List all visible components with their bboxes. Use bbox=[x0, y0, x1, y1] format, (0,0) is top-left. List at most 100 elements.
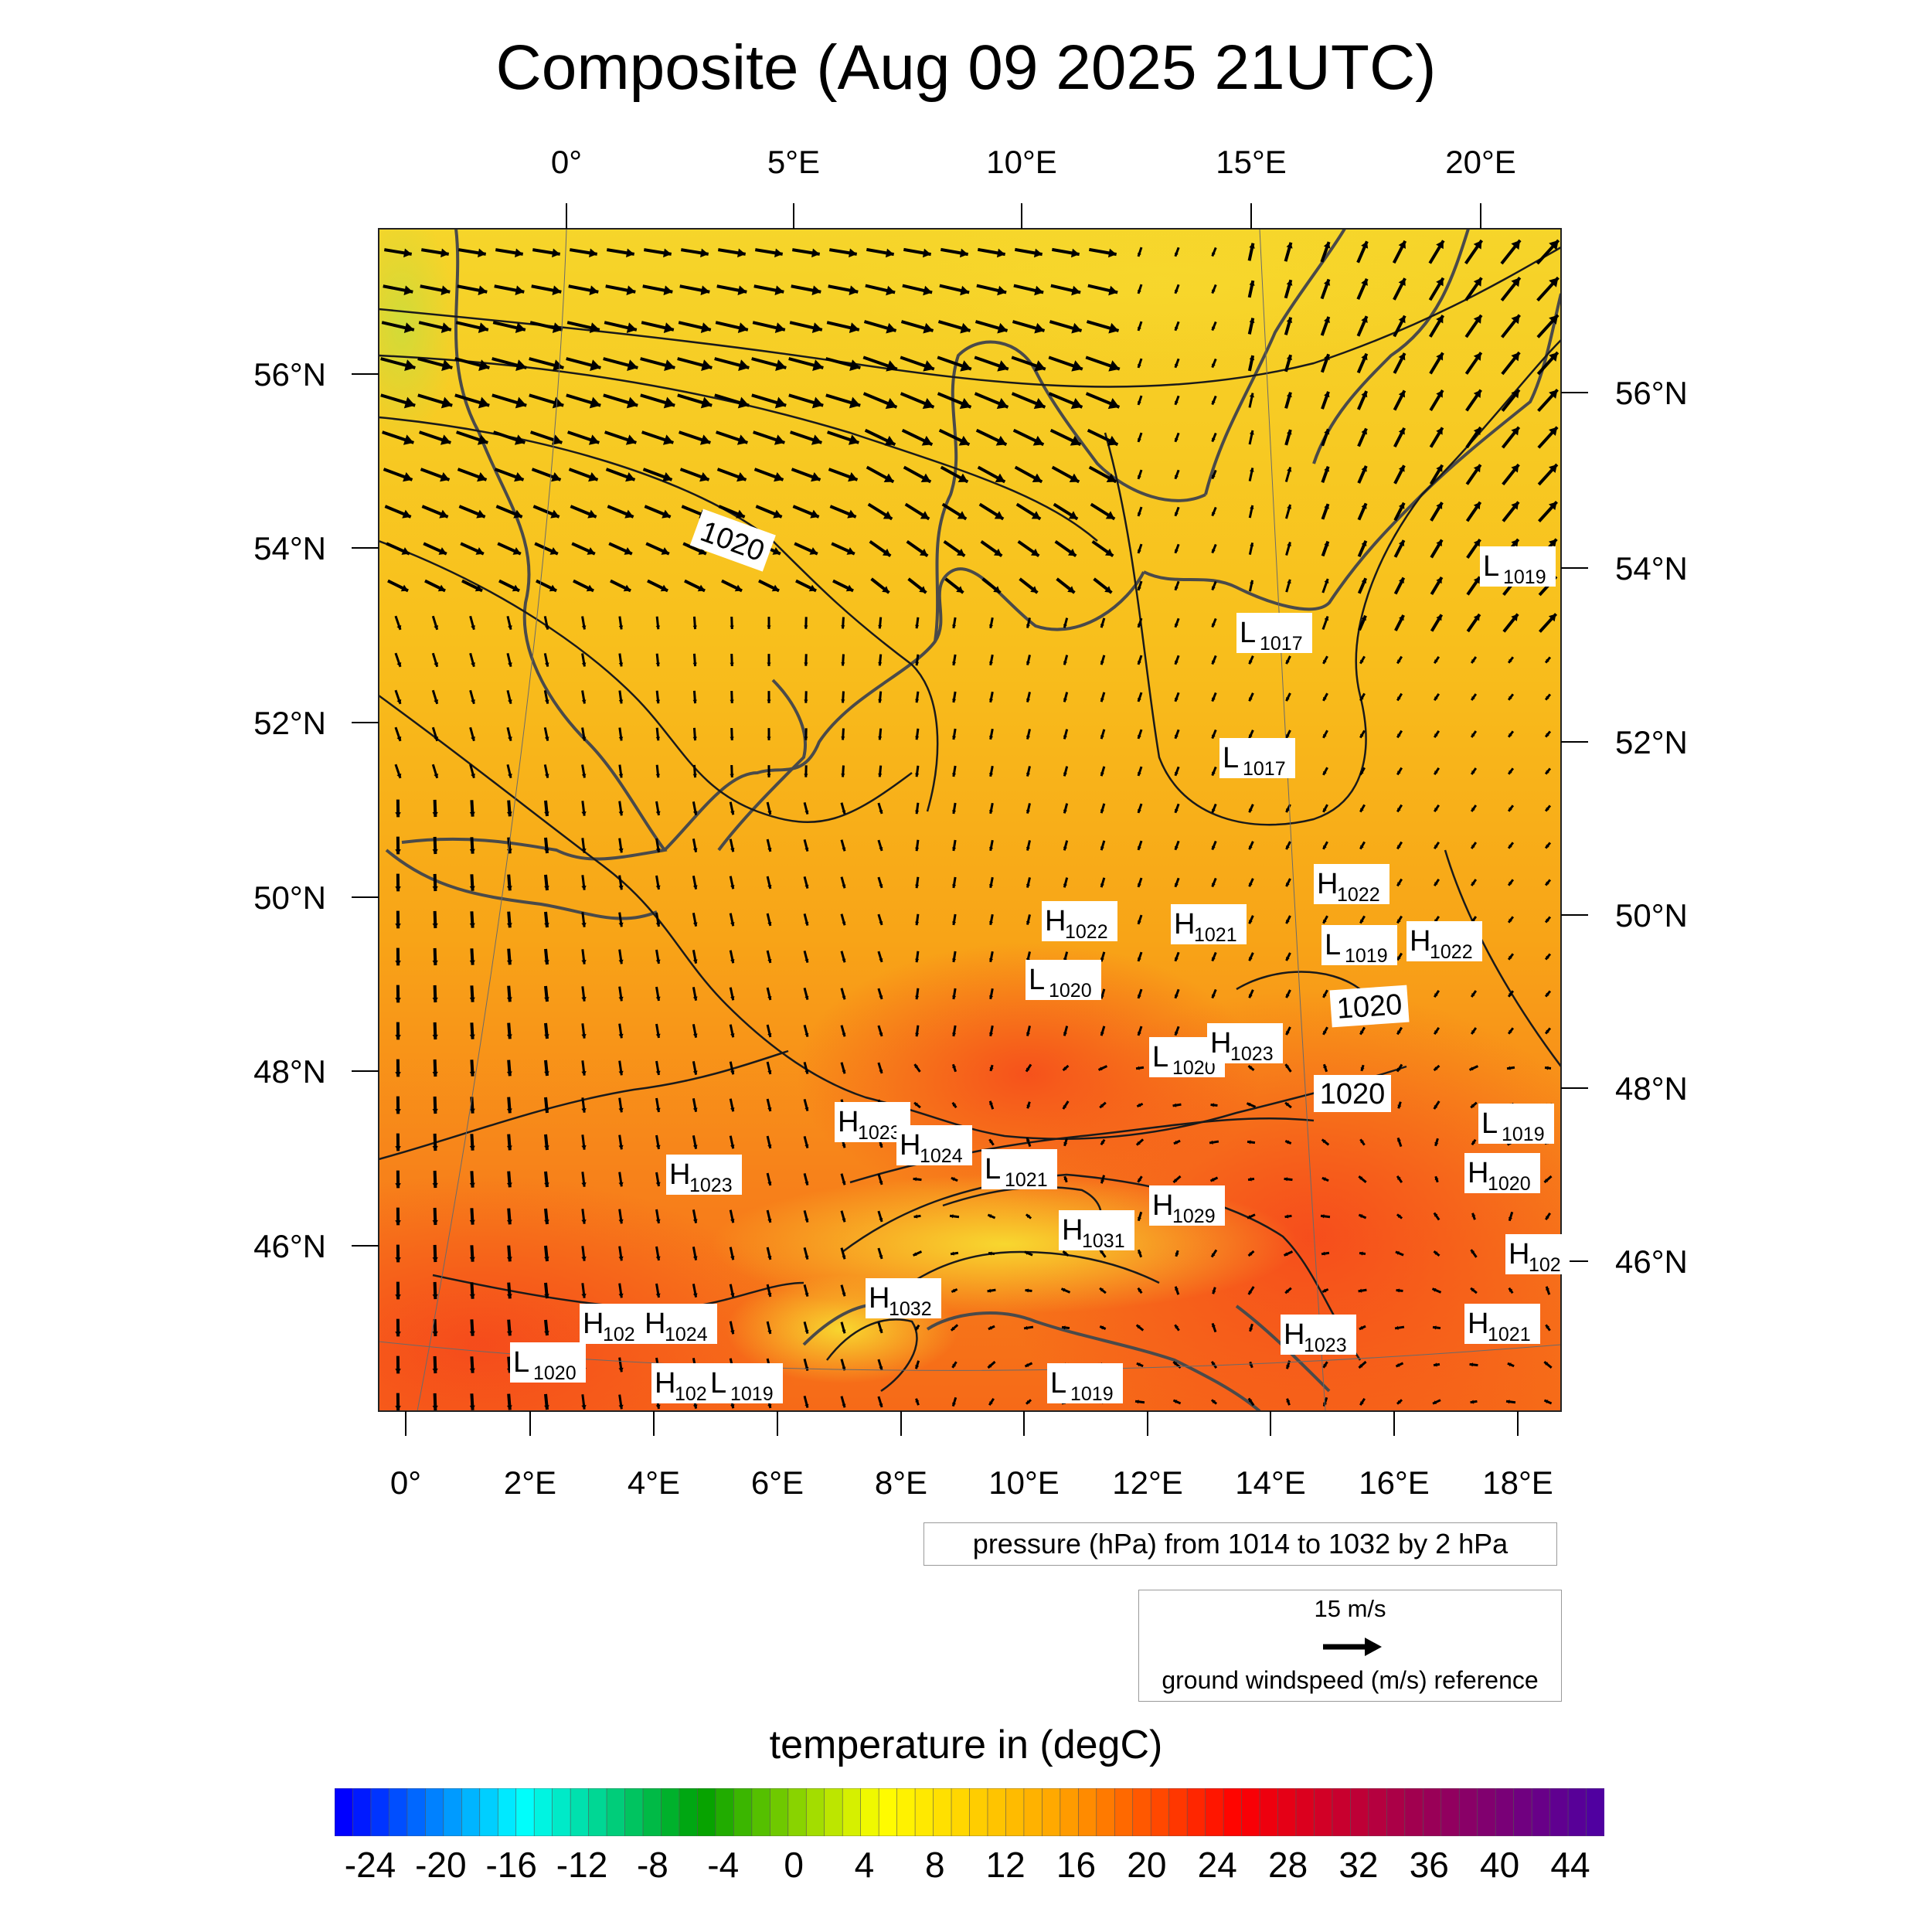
wind-arrow-head bbox=[1211, 734, 1216, 739]
wind-arrow-head bbox=[804, 847, 809, 852]
wind-arrow-head bbox=[1175, 1252, 1179, 1257]
svg-text:1024: 1024 bbox=[665, 1324, 708, 1345]
wind-arrow-head bbox=[811, 285, 821, 296]
wind-arrow-head bbox=[878, 662, 883, 666]
wind-arrow-head bbox=[662, 434, 674, 445]
wind-arrow-head bbox=[1436, 577, 1442, 584]
wind-arrow-head bbox=[767, 1181, 772, 1185]
wind-arrow-head bbox=[1209, 1140, 1213, 1145]
wind-arrow-head bbox=[1068, 511, 1078, 519]
wind-arrow-head bbox=[655, 1182, 661, 1187]
wind-arrow-head bbox=[692, 1145, 698, 1149]
left-lat-label: 46°N bbox=[253, 1228, 326, 1264]
wind-arrow-head bbox=[1286, 845, 1290, 850]
bottom-longitude-axis bbox=[405, 1411, 1519, 1436]
wind-arrow-head bbox=[618, 736, 624, 741]
wind-arrow-head bbox=[1284, 1177, 1288, 1182]
wind-arrow-head bbox=[1359, 1251, 1363, 1256]
wind-arrow-head bbox=[626, 285, 636, 296]
wind-arrow-head bbox=[624, 547, 632, 555]
wind-arrow-head bbox=[1174, 252, 1179, 257]
wind-arrow-head bbox=[811, 248, 820, 258]
wind-arrow-head bbox=[1100, 1179, 1105, 1184]
colorbar-swatch bbox=[1458, 1788, 1478, 1836]
wind-arrow-head bbox=[506, 1331, 512, 1336]
wind-arrow-head bbox=[804, 774, 808, 777]
wind-arrow-head bbox=[478, 396, 490, 409]
wind-arrow-head bbox=[1395, 1251, 1400, 1255]
wind-arrow-head bbox=[544, 1071, 549, 1077]
wind-arrow-head bbox=[1063, 1141, 1068, 1146]
wind-arrow-head bbox=[1436, 277, 1444, 287]
bottom-lon-label: 0° bbox=[390, 1464, 421, 1501]
colorbar-swatch bbox=[443, 1788, 463, 1836]
wind-arrow-head bbox=[810, 509, 819, 519]
wind-arrow-head bbox=[432, 1405, 438, 1411]
svg-text:L: L bbox=[985, 1153, 1001, 1185]
wind-arrow-head bbox=[950, 1214, 954, 1219]
wind-arrow-head bbox=[1434, 659, 1438, 664]
wind-arrow-head bbox=[1174, 697, 1179, 702]
wind-arrow-head bbox=[811, 434, 822, 445]
wind-arrow-head bbox=[1100, 1104, 1104, 1108]
wind-arrow-head bbox=[581, 885, 587, 890]
wind-arrow-head bbox=[1361, 540, 1367, 546]
colorbar-tick-label: -12 bbox=[556, 1845, 608, 1885]
wind-arrow-head bbox=[923, 322, 934, 334]
wind-arrow-head bbox=[811, 322, 822, 334]
wind-arrow-head bbox=[1034, 322, 1045, 334]
svg-text:H: H bbox=[1317, 868, 1338, 900]
wind-arrow-head bbox=[1174, 549, 1179, 553]
wind-arrow-head bbox=[1323, 1064, 1328, 1069]
colorbar-swatch bbox=[352, 1788, 372, 1836]
wind-arrow-head bbox=[1137, 735, 1141, 739]
colorbar-swatch bbox=[933, 1788, 952, 1836]
wind-arrow-head bbox=[952, 773, 957, 777]
wind-arrow-head bbox=[1473, 389, 1481, 399]
wind-arrow-head bbox=[882, 586, 889, 593]
wind-arrow-head bbox=[396, 625, 402, 630]
wind-arrow-head bbox=[395, 1406, 401, 1411]
wind-arrow-head bbox=[1398, 353, 1406, 361]
colorbar-swatch bbox=[606, 1788, 626, 1836]
wind-arrow-head bbox=[544, 774, 549, 778]
svg-text:1029: 1029 bbox=[1172, 1206, 1216, 1227]
svg-text:1022: 1022 bbox=[1337, 884, 1380, 906]
wind-arrow-head bbox=[988, 1032, 994, 1036]
colorbar-swatch bbox=[1241, 1788, 1260, 1836]
svg-text:H: H bbox=[1468, 1308, 1488, 1340]
wind-arrow-head bbox=[767, 1403, 772, 1408]
wind-arrow-head bbox=[1324, 504, 1329, 509]
wind-arrow-head bbox=[544, 625, 549, 630]
wind-arrow-head bbox=[395, 1332, 401, 1337]
wind-arrow-head bbox=[842, 847, 846, 852]
wind-arrow-head bbox=[804, 810, 809, 815]
wind-arrow-head bbox=[1284, 1252, 1288, 1257]
colorbar-swatch bbox=[1205, 1788, 1224, 1836]
wind-arrow-head bbox=[396, 774, 402, 778]
wind-arrow-head bbox=[1397, 659, 1401, 664]
colorbar-swatch bbox=[1332, 1788, 1352, 1836]
wind-arrow-head bbox=[988, 1364, 992, 1368]
wind-arrow-head bbox=[1471, 1104, 1475, 1108]
wind-arrow-head bbox=[581, 699, 587, 704]
wind-arrow-head bbox=[655, 774, 661, 778]
wind-arrow-head bbox=[475, 547, 484, 555]
wind-arrow-head bbox=[1323, 770, 1327, 775]
wind-arrow-head bbox=[842, 921, 846, 926]
svg-text:1022: 1022 bbox=[1430, 941, 1473, 963]
wind-arrow-head bbox=[1549, 277, 1559, 287]
map-title: Composite (Aug 09 2025 21UTC) bbox=[495, 32, 1437, 103]
wind-arrow-head bbox=[879, 1144, 883, 1148]
wind-arrow-head bbox=[1507, 1362, 1512, 1367]
wind-arrow-head bbox=[1025, 1362, 1029, 1367]
wind-arrow-head bbox=[1069, 473, 1080, 482]
wind-arrow-head bbox=[1286, 355, 1292, 361]
wind-arrow-head bbox=[1138, 1216, 1141, 1221]
wind-arrow-head bbox=[913, 1214, 918, 1219]
low-pressure-label: L 1021 bbox=[981, 1149, 1057, 1191]
wind-arrow-head bbox=[1323, 242, 1331, 249]
wind-arrow-head bbox=[1546, 955, 1549, 960]
wind-arrow-head bbox=[692, 1070, 698, 1075]
